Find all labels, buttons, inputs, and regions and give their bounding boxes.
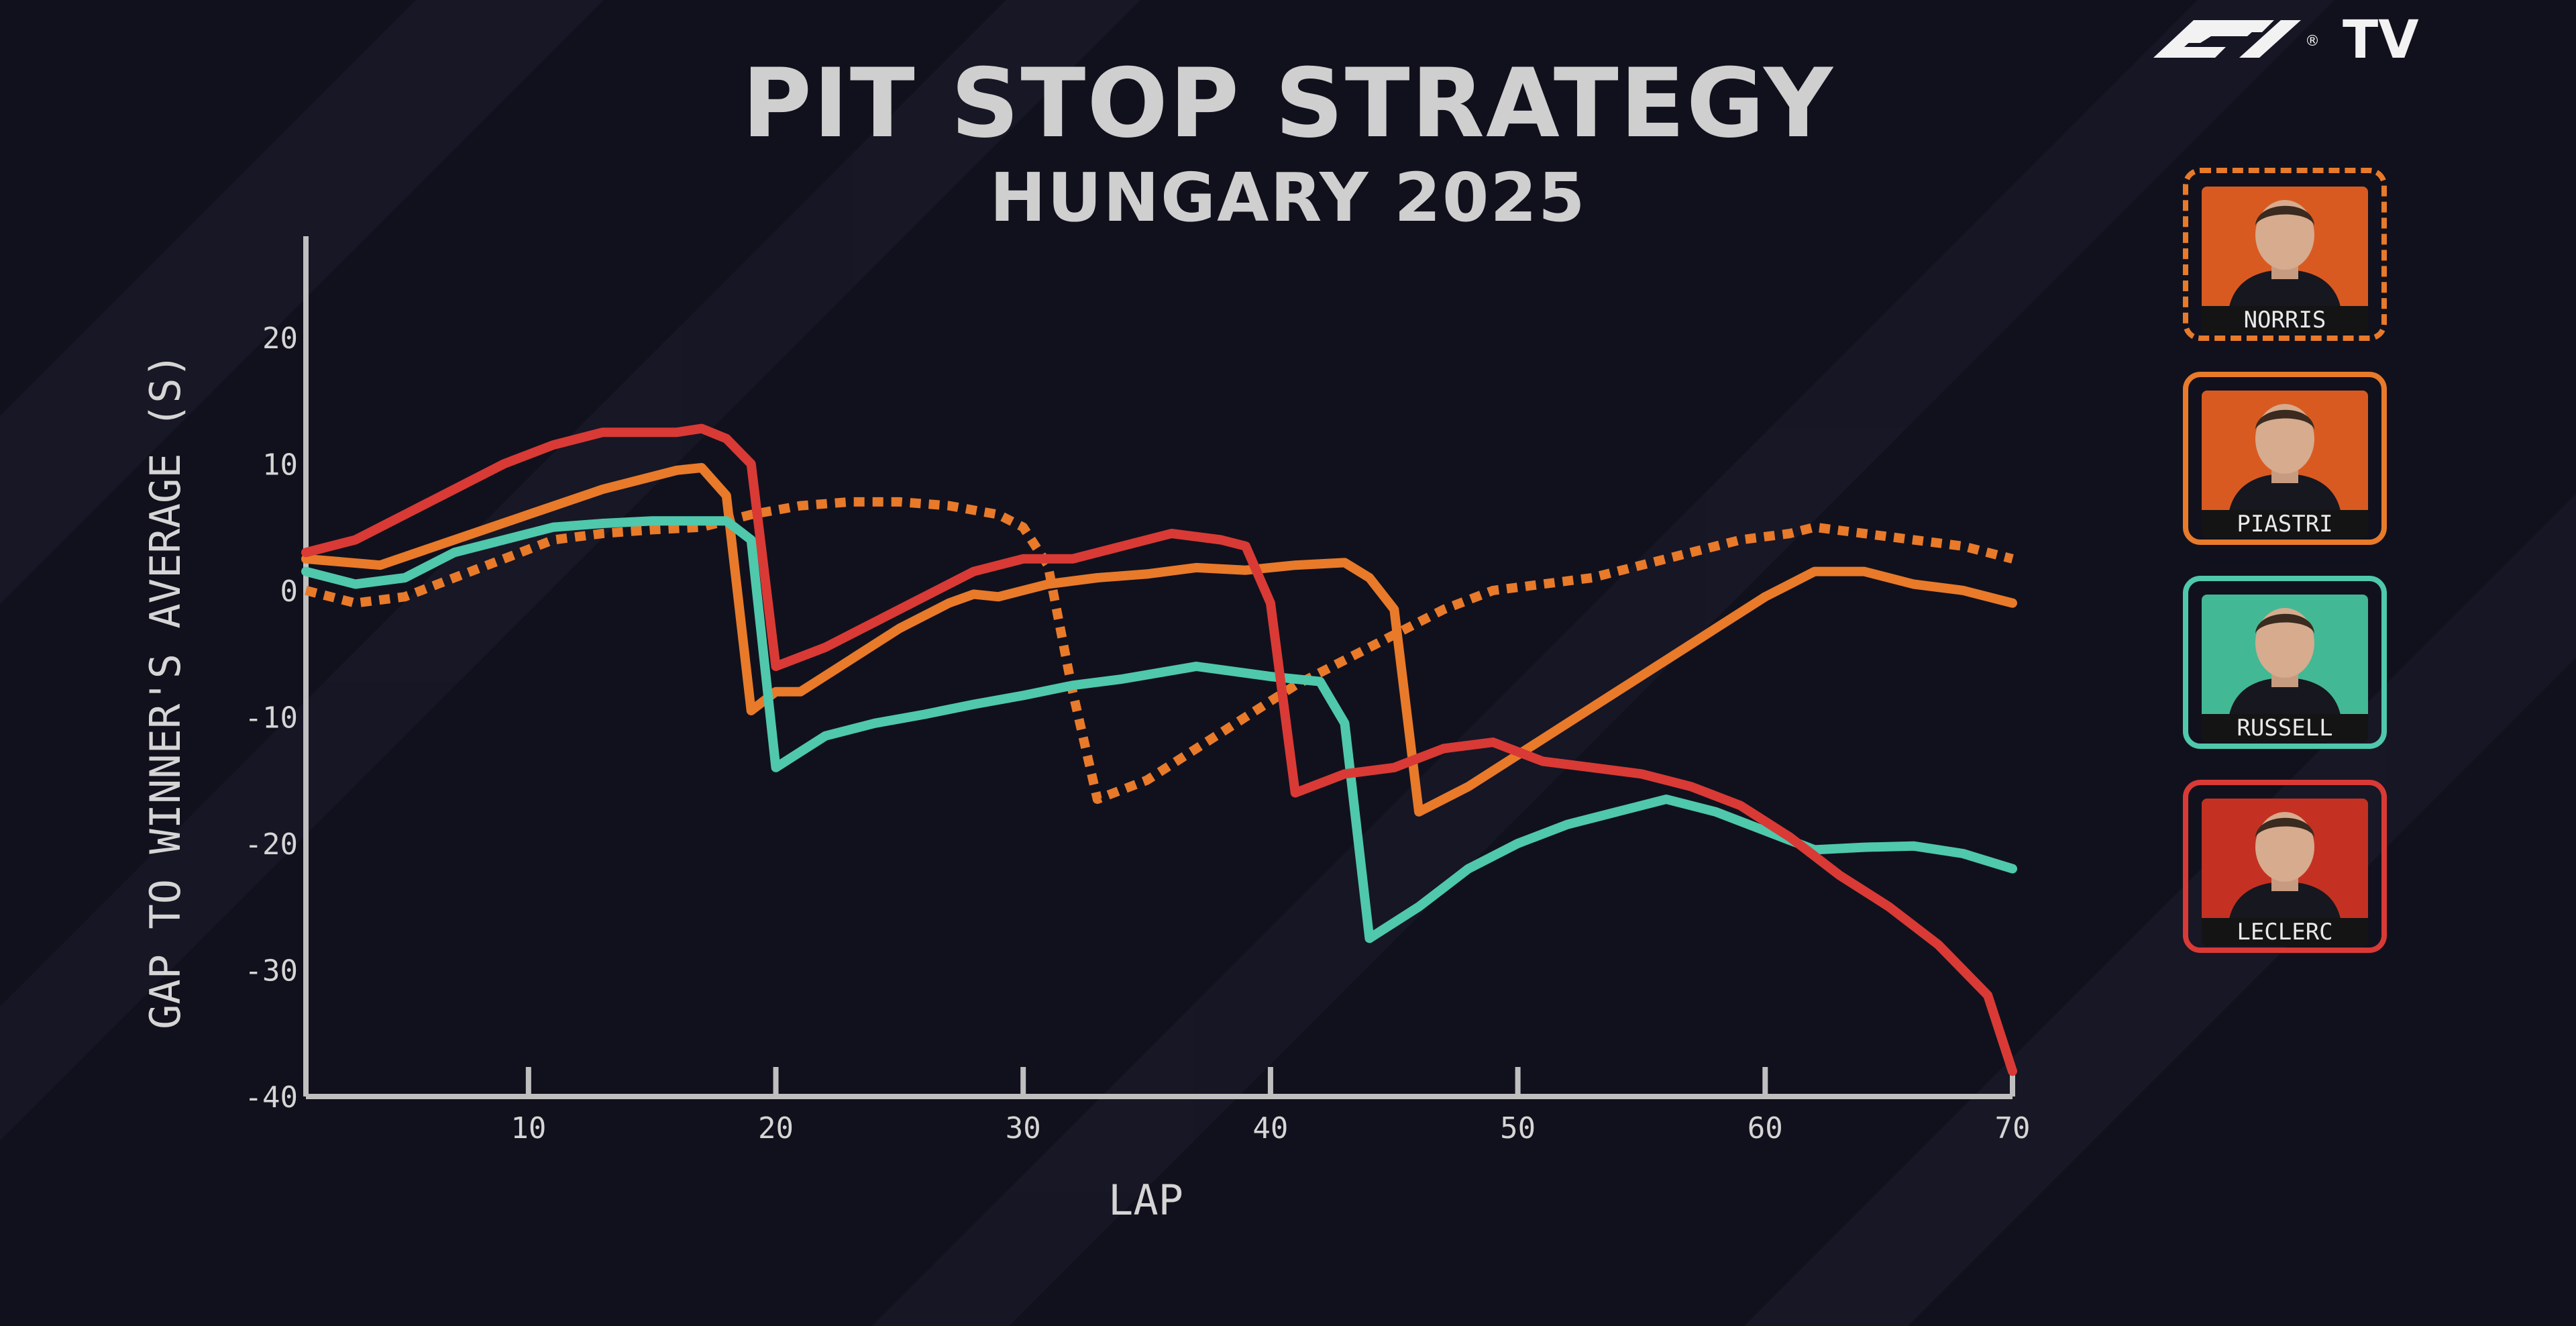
y-tick-label: -10	[245, 701, 298, 735]
f1-tv-logo: ® TV	[2153, 10, 2419, 66]
x-tick-label: 70	[1995, 1111, 2031, 1145]
legend-card-norris: NORRIS	[2183, 168, 2387, 341]
driver-name-label: LECLERC	[2202, 918, 2368, 946]
tv-label: TV	[2343, 10, 2419, 66]
f1-logo-icon	[2153, 20, 2301, 58]
chart-series	[301, 423, 2017, 1076]
x-tick-label: 10	[511, 1111, 546, 1145]
y-tick-label: -40	[245, 1080, 298, 1115]
x-tick-label: 50	[1500, 1111, 1536, 1145]
chart-title: PIT STOP STRATEGY	[741, 48, 1835, 159]
y-tick-label: 0	[280, 574, 299, 609]
series-line-norris	[305, 497, 2014, 804]
driver-name-label: RUSSELL	[2202, 714, 2368, 742]
y-tick-label: 10	[262, 448, 298, 482]
driver-avatar-icon	[2229, 404, 2341, 514]
series-line-piastri	[301, 463, 2017, 817]
x-tick-label: 40	[1252, 1111, 1288, 1145]
series-line-russell	[301, 516, 2017, 944]
series-line-leclerc	[301, 423, 2017, 1076]
svg-text:®: ®	[2305, 33, 2320, 50]
driver-name-label: NORRIS	[2202, 306, 2368, 334]
driver-avatar-icon	[2229, 608, 2341, 718]
driver-portrait	[2202, 391, 2368, 514]
x-tick-label: 60	[1748, 1111, 1783, 1145]
chart-axes: 10 20 30 40 50 60 70 20 10 0 -10 -20 -30 -40	[245, 236, 2031, 1145]
driver-legend: NORRIS PIASTRI RUSSELL LECLERC	[2183, 168, 2387, 984]
legend-card-piastri: PIASTRI	[2183, 372, 2387, 545]
driver-avatar-icon	[2229, 812, 2341, 922]
legend-card-russell: RUSSELL	[2183, 576, 2387, 749]
driver-avatar-icon	[2229, 200, 2341, 310]
legend-card-leclerc: LECLERC	[2183, 780, 2387, 953]
y-tick-label: 20	[262, 321, 298, 356]
y-tick-label: -20	[245, 827, 298, 862]
y-axis-title: GAP TO WINNER'S AVERAGE (S)	[141, 353, 190, 1029]
driver-portrait	[2202, 595, 2368, 718]
title-block: PIT STOP STRATEGY HUNGARY 2025	[0, 47, 2576, 235]
x-tick-label: 20	[758, 1111, 794, 1145]
driver-name-label: PIASTRI	[2202, 510, 2368, 538]
driver-portrait	[2202, 799, 2368, 922]
chart-subtitle: HUNGARY 2025	[989, 158, 1587, 237]
x-tick-label: 30	[1006, 1111, 1041, 1145]
x-axis-title: LAP	[1108, 1176, 1183, 1225]
y-tick-label: -30	[245, 954, 298, 988]
driver-portrait	[2202, 187, 2368, 310]
